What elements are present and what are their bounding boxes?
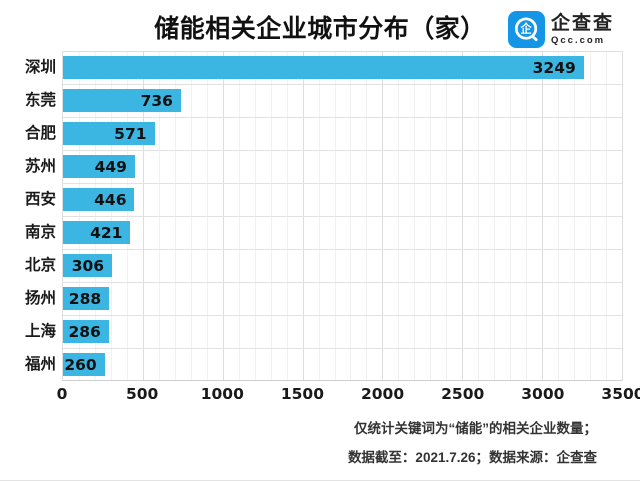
category-label: 福州 [24,356,56,373]
category-label: 西安 [24,191,56,208]
qcc-logo-name: 企查查 [550,12,614,34]
bar: 446 [63,188,135,211]
category-label: 深圳 [24,59,56,76]
bar-value-label: 421 [90,223,123,242]
bar-value-label: 3249 [532,58,576,77]
chart-row: 东莞 736 [8,84,623,117]
qcc-logo-domain: Qcc.com [550,34,606,46]
bar-value-label: 736 [140,91,173,110]
x-tick-label: 500 [125,385,159,403]
bar-area: 736 [62,84,623,117]
bar-area: 286 [62,315,623,348]
x-tick-label: 1000 [200,385,244,403]
bar: 736 [63,89,181,112]
bar-area: 306 [62,249,623,282]
svg-text:企: 企 [519,22,532,36]
row-gridline [63,315,622,316]
bar-area: 571 [62,117,623,150]
footnote-line-2: 数据截至：2021.7.26；数据来源：企查查 [347,450,597,465]
x-axis: 0 500 1000 1500 2000 2500 3000 3500 [57,385,640,405]
bar-area: 421 [62,216,623,249]
category-label: 南京 [24,224,56,241]
bar-value-label: 571 [114,124,147,143]
row-gridline [63,117,622,118]
row-gridline [63,84,622,85]
bar: 286 [63,320,109,343]
qcc-logo: 企 企查查 Qcc.com [507,11,614,48]
row-gridline [63,183,622,184]
bar-value-label: 446 [94,190,127,209]
x-tick-label: 2500 [441,385,485,403]
x-tick-label: 1500 [280,385,324,403]
bar: 288 [63,287,110,310]
bar-value-label: 288 [68,289,102,308]
chart-row: 南京 421 [8,216,623,249]
bar-area: 446 [62,183,623,216]
chart-row: 深圳 3249 [8,51,623,84]
chart-grid [62,51,623,381]
bar: 260 [63,353,105,376]
row-gridline [63,216,622,217]
bar-value-label: 449 [94,157,127,176]
bar-value-label: 286 [68,322,101,341]
x-tick-label: 3000 [521,385,565,403]
chart-row: 上海 286 [8,315,623,348]
qcc-logo-text: 企查查 Qcc.com [551,14,614,46]
bar: 449 [63,155,135,178]
chart-row: 北京 306 [8,249,623,282]
bar-area: 260 [62,348,623,381]
bar: 571 [63,122,155,145]
bar-area: 288 [62,282,623,315]
chart-row: 苏州 449 [8,150,623,183]
chart-row: 福州 260 [8,348,623,381]
category-label: 合肥 [24,125,56,142]
row-gridline [63,249,622,250]
bar: 3249 [63,56,584,79]
bar-value-label: 306 [71,256,105,275]
chart-row: 合肥 571 [8,117,623,150]
category-label: 东莞 [24,92,56,109]
category-label: 上海 [24,323,56,340]
category-label: 苏州 [24,158,56,175]
x-tick-label: 2000 [360,385,405,403]
x-tick-label: 0 [56,385,68,403]
footnote-line-1: 仅统计关键词为“储能”的相关企业数量； [354,421,597,436]
qcc-logo-icon: 企 [507,11,545,48]
chart-row: 扬州 288 [8,282,623,315]
row-gridline [63,150,622,151]
footnote: 仅统计关键词为“储能”的相关企业数量； 数据截至：2021.7.26；数据来源：… [348,414,597,472]
chart-title: 储能相关企业城市分布（家） [154,15,486,43]
bar-area: 449 [62,150,623,183]
bar-chart: 深圳 3249 东莞 736 合肥 571 苏州 449 西安 446 南京 421 北京 306 扬州 28… [8,51,623,381]
x-tick-label: 3500 [601,385,640,403]
chart-row: 西安 446 [8,183,623,216]
row-gridline [63,282,622,283]
category-label: 扬州 [24,290,56,307]
category-label: 北京 [24,257,56,274]
bar-value-label: 260 [64,355,97,374]
bar: 306 [63,254,113,277]
bar-area: 3249 [62,51,623,84]
bar: 421 [63,221,131,244]
row-gridline [63,348,622,349]
